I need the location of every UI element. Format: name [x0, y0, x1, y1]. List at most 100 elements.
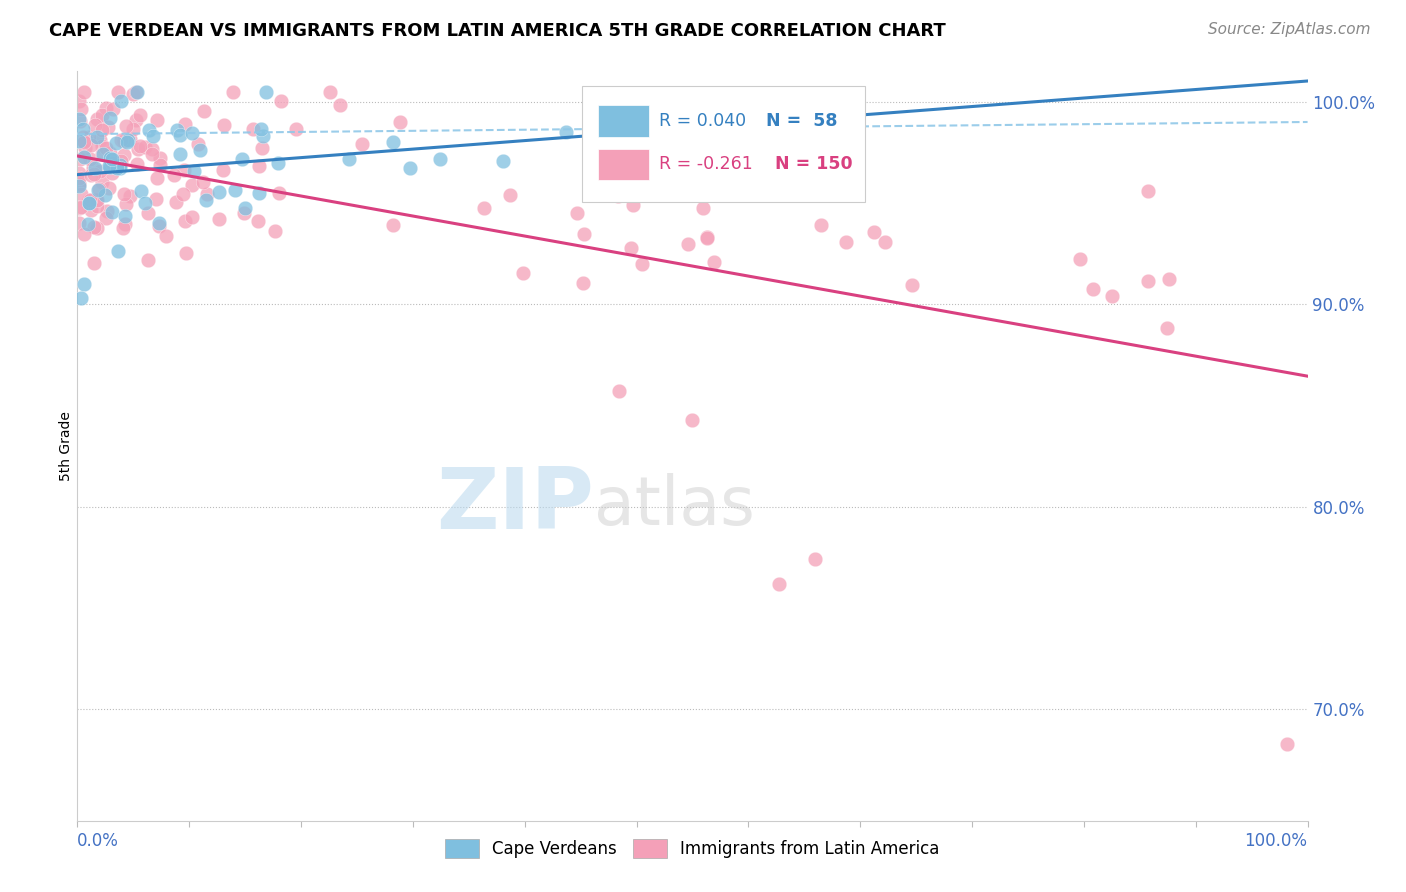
Point: [571, 276, 593, 290]
Point: [554, 125, 576, 139]
Point: [233, 201, 256, 215]
Point: [67, 94, 90, 108]
Point: [173, 213, 195, 227]
Point: [166, 123, 188, 137]
Point: [145, 192, 167, 206]
Text: N =  58: N = 58: [766, 112, 838, 130]
Point: [82, 161, 104, 175]
Point: [84, 193, 107, 207]
Point: [125, 85, 148, 99]
Point: [181, 126, 204, 140]
Point: [77, 193, 100, 207]
Point: [84, 161, 107, 176]
Point: [499, 188, 522, 202]
Point: [67, 112, 90, 127]
Point: [67, 166, 90, 180]
Point: [329, 97, 352, 112]
Point: [492, 154, 515, 169]
Point: [211, 163, 233, 178]
Point: [703, 255, 725, 269]
Point: [224, 182, 246, 196]
Point: [134, 140, 156, 154]
Point: [145, 171, 167, 186]
Point: [91, 108, 114, 122]
Point: [72, 121, 94, 136]
Point: [676, 237, 699, 252]
Point: [69, 291, 91, 305]
FancyBboxPatch shape: [598, 149, 650, 180]
Point: [193, 104, 215, 119]
Point: [86, 129, 108, 144]
Point: [169, 128, 191, 142]
Point: [141, 142, 163, 156]
Point: [67, 171, 90, 186]
Point: [804, 552, 827, 566]
Point: [810, 218, 832, 232]
Point: [389, 115, 412, 129]
Point: [252, 128, 274, 143]
Point: [67, 201, 90, 215]
Point: [114, 209, 136, 223]
Point: [73, 141, 96, 155]
Point: [89, 182, 111, 196]
Point: [105, 161, 128, 175]
Point: [73, 150, 96, 164]
Point: [73, 85, 96, 99]
Point: [86, 194, 108, 208]
FancyBboxPatch shape: [582, 87, 865, 202]
Point: [122, 87, 145, 102]
Point: [768, 576, 790, 591]
Point: [97, 159, 120, 173]
Point: [1081, 282, 1104, 296]
Point: [134, 196, 156, 211]
Point: [172, 187, 194, 202]
Point: [115, 135, 138, 149]
Point: [208, 212, 231, 227]
Point: [72, 277, 94, 291]
Point: [125, 113, 148, 128]
Point: [901, 277, 924, 292]
Point: [337, 152, 360, 166]
Point: [208, 186, 231, 200]
Point: [80, 203, 103, 218]
Point: [138, 206, 160, 220]
Point: [110, 94, 132, 108]
Point: [148, 219, 170, 234]
Point: [873, 235, 896, 249]
Point: [1275, 737, 1298, 751]
Point: [86, 221, 108, 235]
Point: [249, 186, 271, 200]
Legend: Cape Verdeans, Immigrants from Latin America: Cape Verdeans, Immigrants from Latin Ame…: [439, 832, 946, 864]
Point: [87, 183, 110, 197]
Point: [115, 197, 138, 211]
Point: [269, 186, 291, 201]
Point: [112, 186, 135, 201]
Point: [118, 132, 141, 146]
Text: 0.0%: 0.0%: [77, 832, 120, 850]
Point: [97, 120, 120, 135]
Point: [149, 151, 172, 165]
Point: [1137, 274, 1160, 288]
Point: [70, 200, 93, 214]
Point: [682, 412, 704, 426]
Point: [195, 186, 218, 201]
Point: [72, 130, 94, 145]
Point: [101, 153, 124, 167]
Text: R = -0.261: R = -0.261: [659, 155, 754, 173]
Point: [267, 156, 290, 170]
Point: [89, 132, 111, 146]
Point: [169, 147, 191, 161]
Point: [67, 177, 90, 191]
Point: [1101, 289, 1123, 303]
Point: [233, 206, 256, 220]
Text: N = 150: N = 150: [775, 155, 852, 173]
Point: [94, 188, 117, 202]
Point: [696, 230, 718, 244]
Point: [174, 245, 197, 260]
Point: [75, 133, 97, 147]
Point: [77, 130, 100, 145]
Point: [112, 134, 135, 148]
Point: [79, 194, 101, 208]
Point: [91, 123, 114, 137]
Point: [212, 119, 235, 133]
